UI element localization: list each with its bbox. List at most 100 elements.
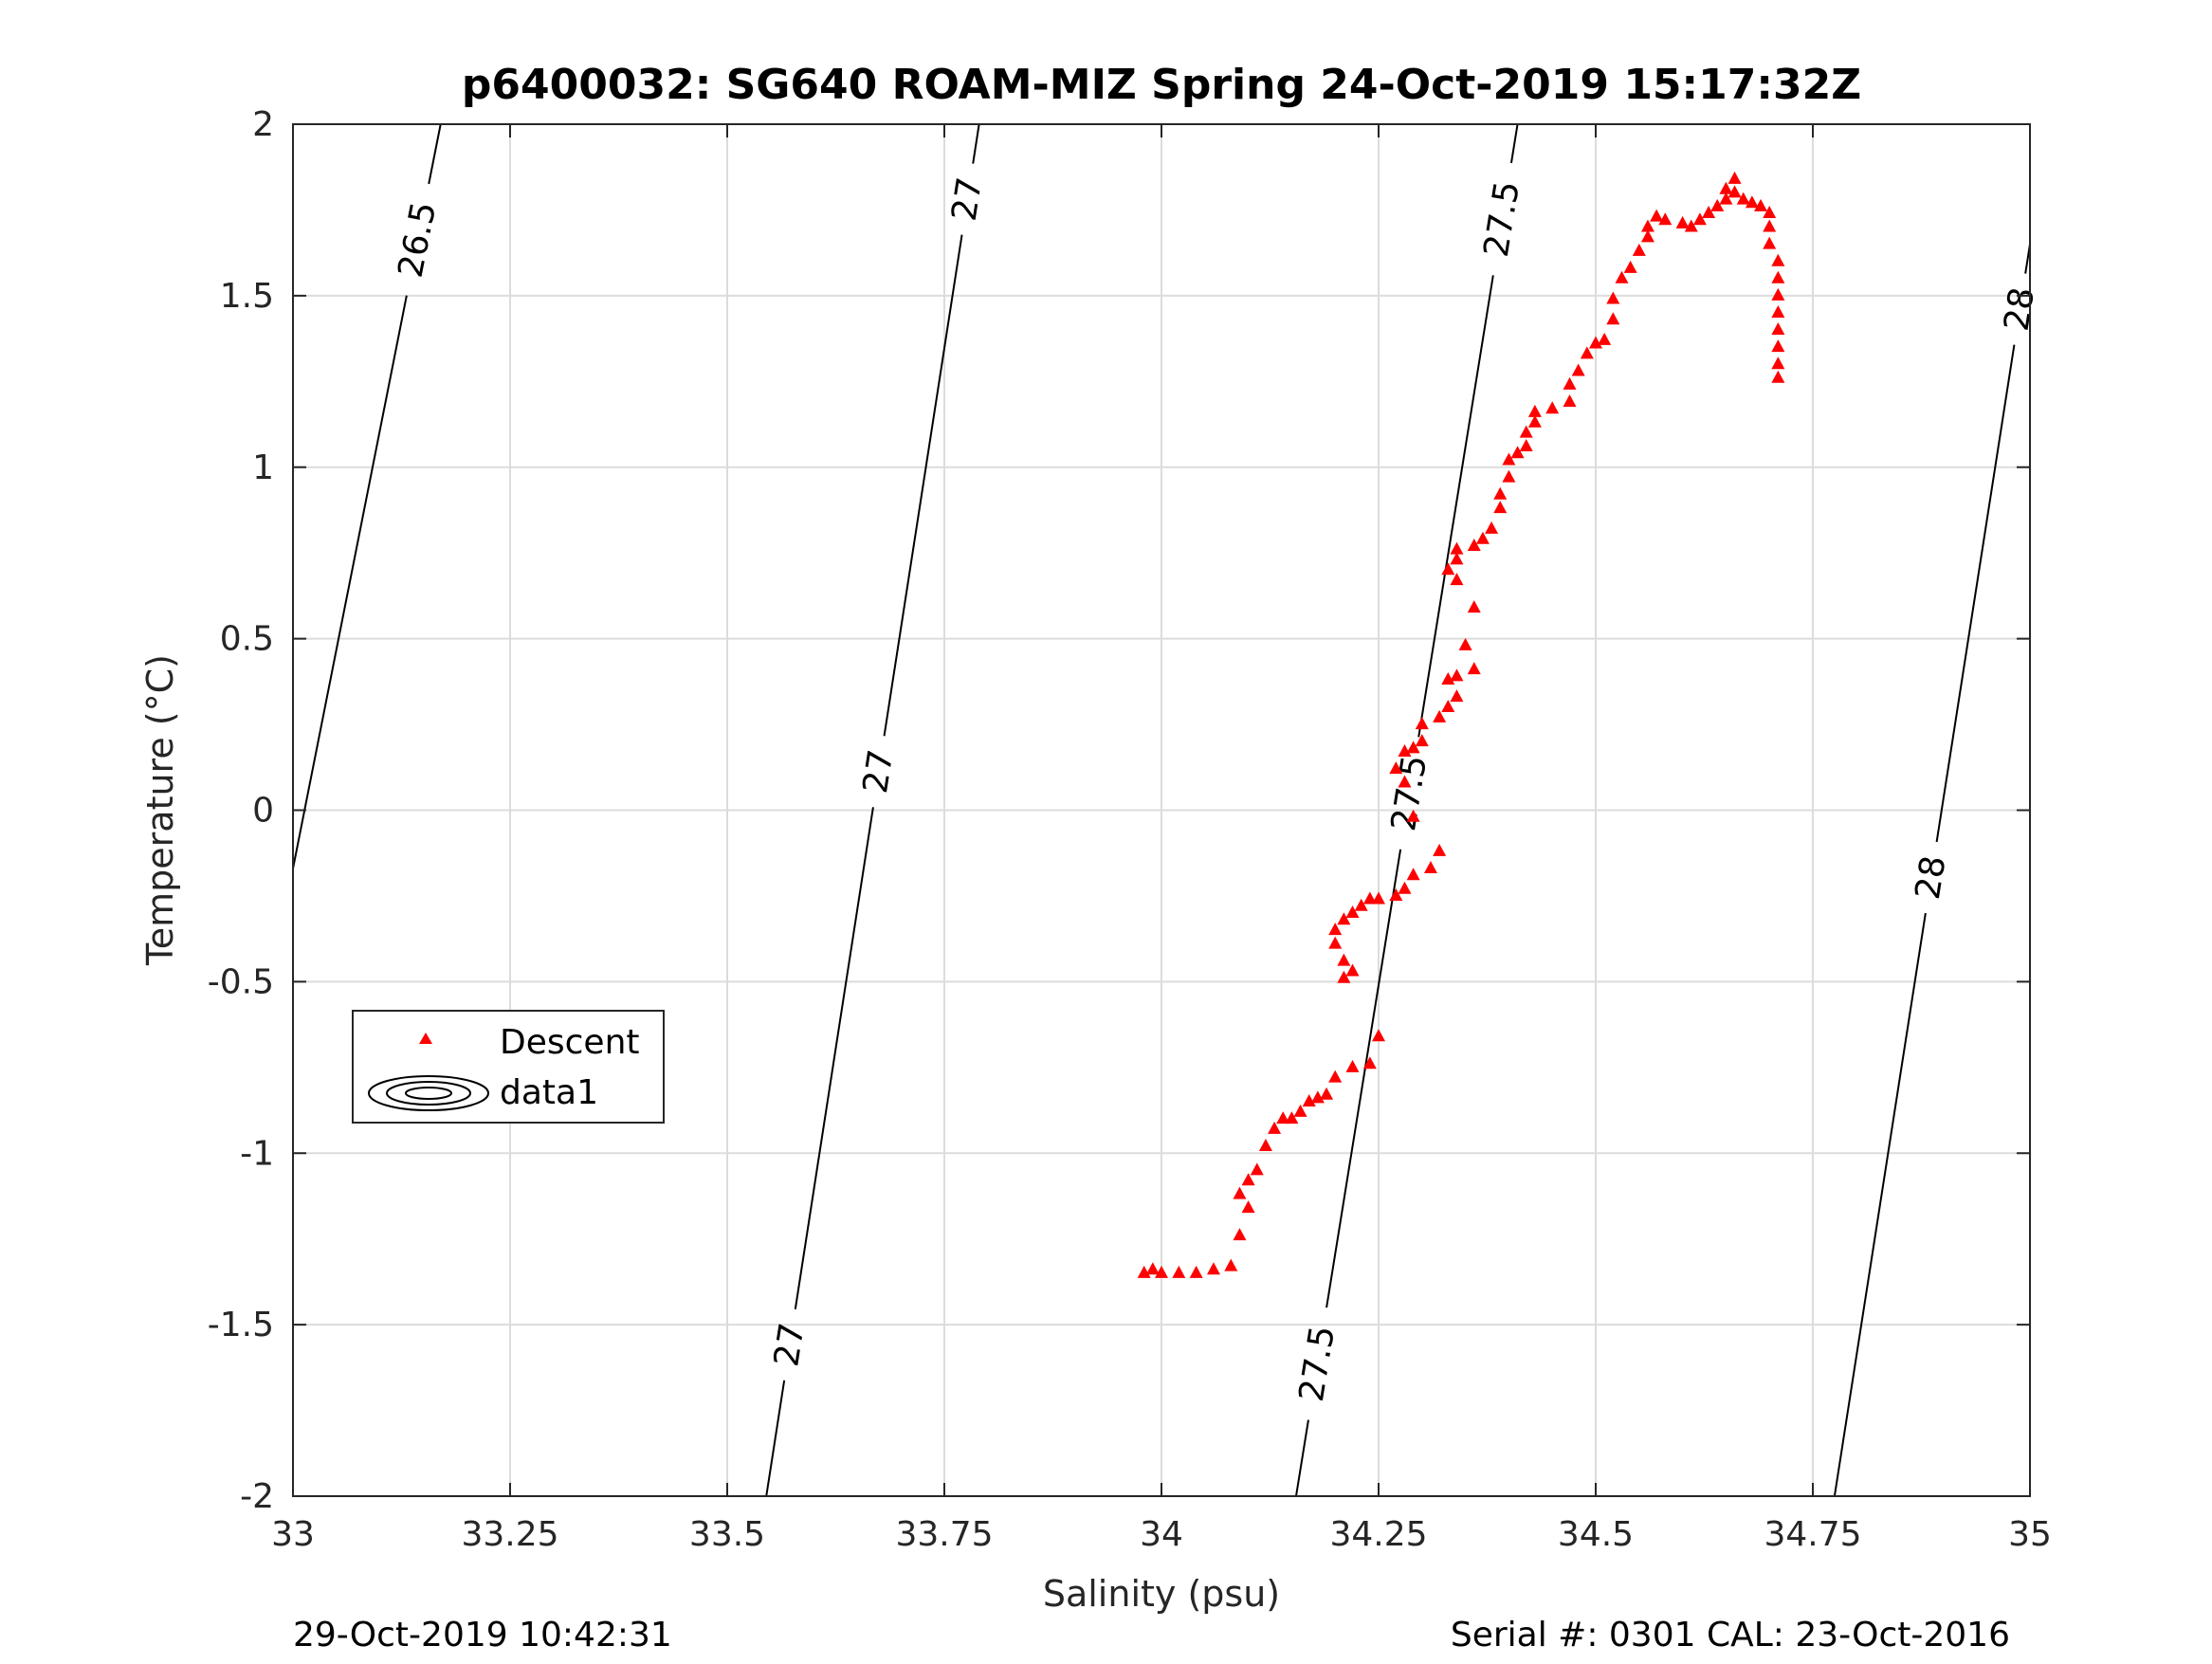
y-tick-label: 2 (252, 105, 274, 144)
descent-point (1258, 1139, 1272, 1152)
descent-point (1763, 236, 1777, 249)
y-tick-label: 1 (252, 448, 274, 487)
descent-point (1771, 287, 1785, 301)
descent-point (1450, 552, 1464, 565)
descent-point (1632, 243, 1646, 256)
descent-point (1493, 486, 1508, 500)
descent-point (1580, 346, 1594, 359)
legend-data1-label: data1 (500, 1073, 598, 1112)
descent-point (1692, 212, 1707, 226)
descent-point (1728, 171, 1742, 184)
descent-point (1519, 425, 1533, 438)
descent-point (1771, 370, 1785, 383)
descent-point (1276, 1111, 1290, 1125)
y-tick-label: -1 (240, 1134, 274, 1173)
descent-point (1519, 439, 1533, 452)
descent-point (1545, 401, 1560, 414)
descent-point (1728, 185, 1742, 198)
descent-point (1606, 291, 1620, 304)
descent-point (1658, 212, 1673, 226)
descent-point (1423, 860, 1437, 873)
legend-box (352, 1010, 665, 1124)
descent-point (1328, 936, 1343, 949)
descent-point (1302, 1093, 1316, 1106)
descent-point (1640, 229, 1654, 243)
descent-point (1233, 1186, 1247, 1199)
contour-label: 27 (767, 1321, 813, 1370)
contour-label: 27 (945, 174, 991, 224)
descent-point (1345, 963, 1360, 977)
descent-point (1450, 541, 1464, 555)
footer-timestamp: 29-Oct-2019 10:42:31 (293, 1616, 672, 1655)
x-tick-label: 33.75 (895, 1515, 993, 1554)
chart-title: p6400032: SG640 ROAM-MIZ Spring 24-Oct-2… (462, 61, 1861, 109)
descent-point (1268, 1121, 1282, 1134)
descent-point (1467, 662, 1481, 675)
contour-line-27 (765, 123, 980, 1497)
descent-point (1563, 394, 1577, 408)
descent-point (1293, 1104, 1307, 1117)
descent-point (1745, 195, 1759, 209)
descent-point (1563, 376, 1577, 390)
descent-point (1458, 637, 1472, 650)
descent-point (1571, 363, 1585, 376)
y-tick-label: 0 (252, 792, 274, 831)
descent-point (1510, 446, 1525, 459)
y-tick-label: -2 (240, 1477, 274, 1516)
x-tick-label: 34.75 (1764, 1515, 1861, 1554)
descent-point (1415, 717, 1429, 730)
descent-point (1362, 1056, 1377, 1070)
descent-point (1450, 668, 1464, 682)
legend-data1-marker (368, 1075, 489, 1111)
descent-point (1771, 357, 1785, 370)
descent-point (1406, 809, 1420, 822)
descent-point (1675, 215, 1690, 229)
descent-point (1527, 414, 1542, 428)
x-tick-label: 33.5 (689, 1515, 765, 1554)
descent-point (1589, 336, 1602, 349)
descent-point (1241, 1200, 1255, 1214)
descent-point (1328, 923, 1343, 936)
x-tick-label: 33 (271, 1515, 315, 1554)
descent-point (1345, 1059, 1360, 1072)
descent-point (1640, 219, 1654, 232)
descent-point (1398, 881, 1412, 894)
descent-point (1145, 1262, 1160, 1275)
descent-point (1224, 1258, 1238, 1271)
descent-point (1450, 689, 1464, 703)
descent-point (1441, 562, 1455, 576)
legend-descent-marker (419, 1033, 432, 1044)
legend[interactable]: Descent data1 (352, 1010, 665, 1124)
descent-point (1320, 1087, 1334, 1100)
descent-point (1337, 912, 1351, 925)
descent-point (1406, 868, 1420, 881)
descent-point (1450, 573, 1464, 586)
contour-line-27-5 (1294, 123, 1519, 1497)
descent-point (1719, 192, 1733, 205)
descent-point (1389, 887, 1403, 901)
y-tick-label: -0.5 (208, 962, 274, 1001)
descent-point (1441, 672, 1455, 686)
descent-point (1485, 521, 1499, 534)
descent-point (1310, 1090, 1325, 1104)
descent-point (1189, 1265, 1203, 1278)
x-tick-label: 35 (2008, 1515, 2052, 1554)
x-axis-label: Salinity (psu) (1043, 1573, 1280, 1615)
descent-point (1337, 953, 1351, 966)
descent-point (1623, 260, 1637, 273)
descent-point (1285, 1111, 1299, 1125)
descent-point (1771, 270, 1785, 283)
descent-point (1771, 322, 1785, 336)
contour-label: 27 (856, 747, 902, 796)
descent-point (1354, 898, 1368, 911)
descent-point (1433, 709, 1447, 722)
contour-line-26-5 (292, 123, 442, 869)
descent-point (1137, 1265, 1151, 1278)
grid-lines (293, 124, 2030, 1496)
descent-point (1771, 339, 1785, 353)
descent-point (1467, 538, 1481, 551)
descent-point (1250, 1162, 1264, 1176)
descent-point (1493, 501, 1508, 514)
descent-point (1736, 192, 1750, 205)
